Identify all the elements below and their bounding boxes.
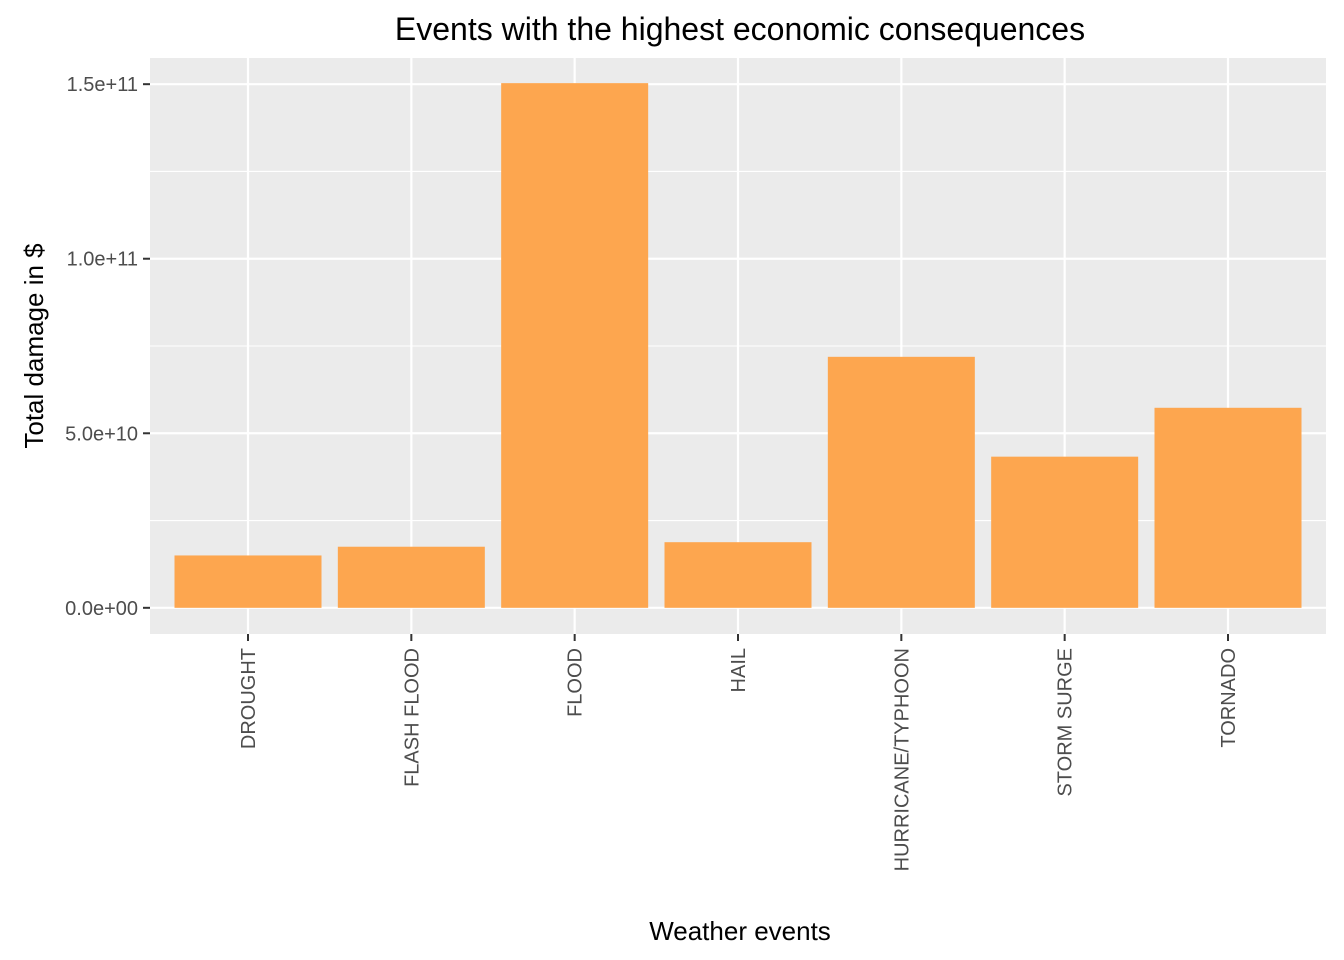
x-tick-label: TORNADO: [1218, 648, 1240, 748]
bar: [337, 546, 485, 608]
y-axis-title: Total damage in $: [19, 243, 49, 449]
bars: [174, 83, 1302, 608]
x-tick-label: FLASH FLOOD: [401, 648, 423, 787]
y-tick-label: 1.5e+11: [67, 74, 138, 96]
y-tick-label: 0.0e+00: [65, 598, 138, 620]
bar: [1154, 407, 1302, 608]
y-axis-ticks: 0.0e+00 5.0e+10 1.0e+11 1.5e+11: [65, 74, 150, 620]
bar: [827, 356, 975, 608]
bar: [664, 542, 812, 608]
bar: [501, 83, 649, 608]
y-tick-label: 5.0e+10: [65, 423, 138, 445]
x-tick-label: DROUGHT: [238, 648, 260, 749]
bar: [174, 555, 322, 608]
bar: [991, 456, 1139, 608]
x-tick-label: STORM SURGE: [1055, 648, 1077, 797]
x-tick-label: FLOOD: [565, 648, 587, 717]
x-tick-label: HURRICANE/TYPHOON: [891, 648, 913, 871]
x-tick-label: HAIL: [728, 648, 750, 692]
chart-title: Events with the highest economic consequ…: [395, 11, 1085, 47]
x-axis-title: Weather events: [649, 916, 831, 946]
y-tick-label: 1.0e+11: [67, 249, 138, 271]
x-axis-ticks: DROUGHT FLASH FLOOD FLOOD HAIL HURRICANE/TYP…: [238, 634, 1240, 871]
